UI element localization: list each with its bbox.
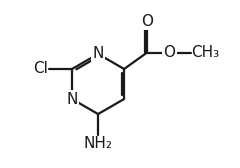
Text: N: N <box>92 46 104 61</box>
Text: O: O <box>141 14 153 29</box>
Text: N: N <box>66 92 78 107</box>
Text: NH₂: NH₂ <box>84 136 113 151</box>
Text: Cl: Cl <box>34 61 48 76</box>
Text: CH₃: CH₃ <box>192 45 220 60</box>
Text: O: O <box>164 45 176 60</box>
